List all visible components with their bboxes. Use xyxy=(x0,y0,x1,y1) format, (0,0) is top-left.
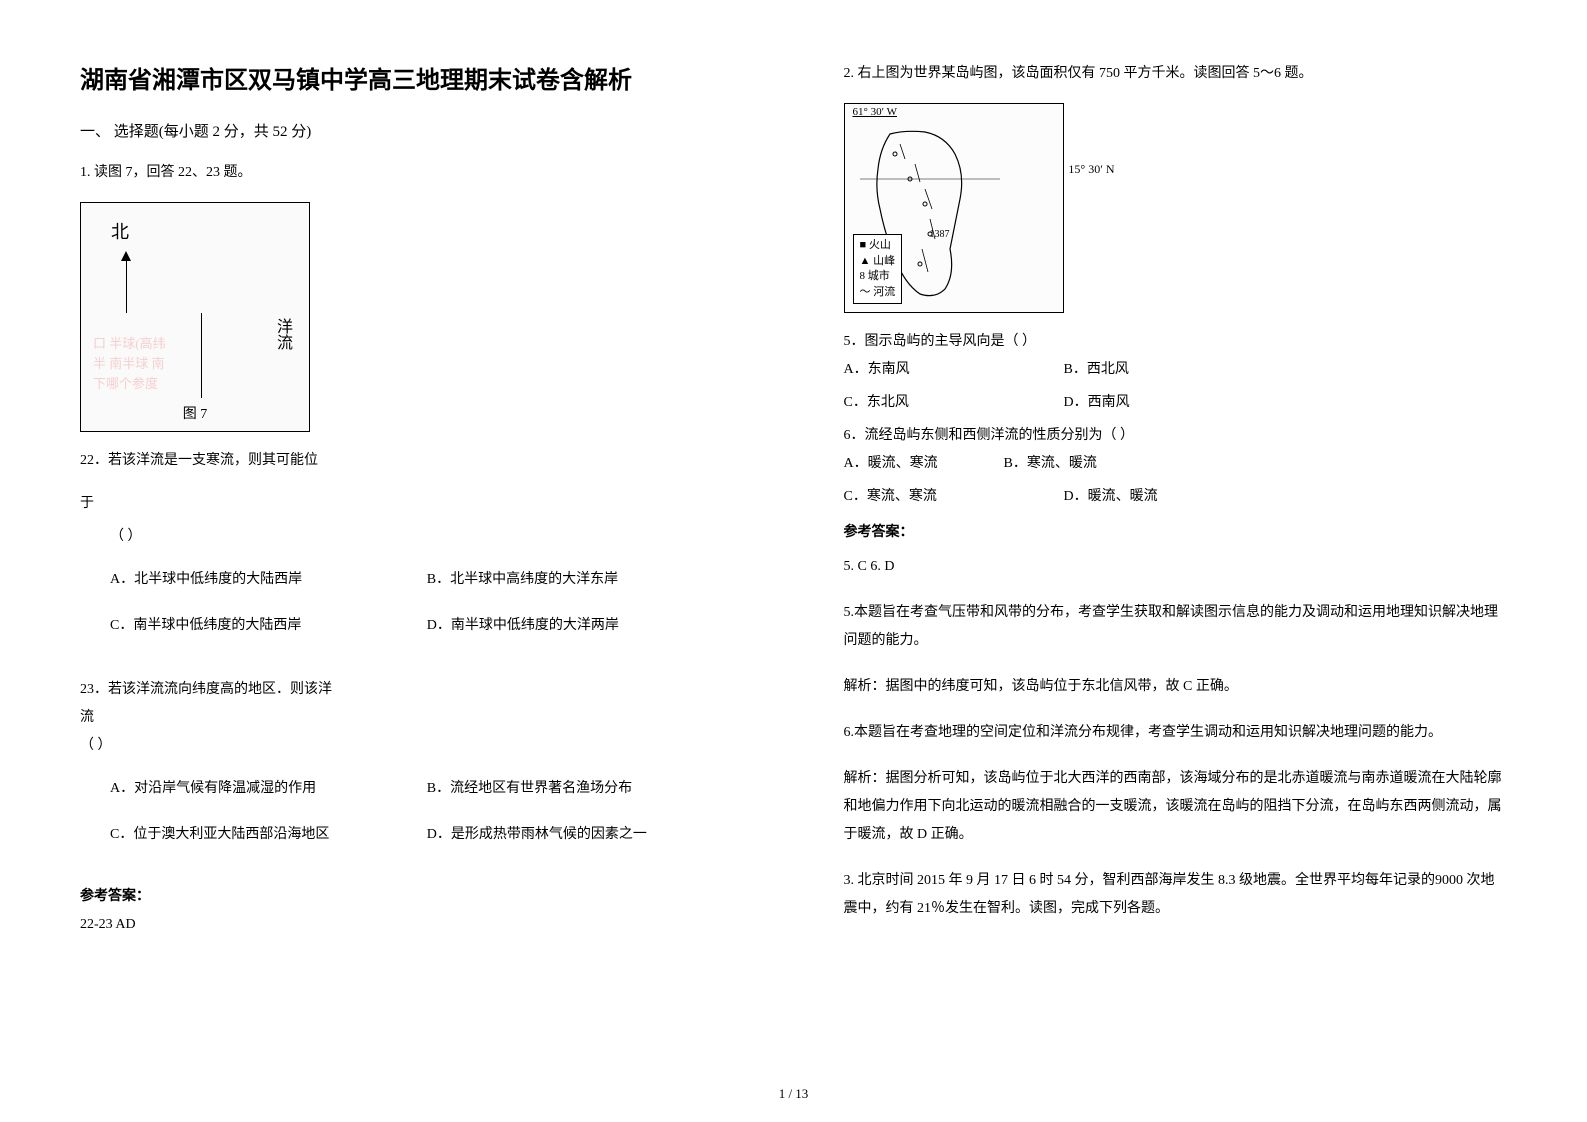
q23-paren: （ ） xyxy=(80,732,744,760)
q22-paren: （ ） xyxy=(80,523,744,551)
map-coord-north: 15° 30′ N xyxy=(1068,162,1114,177)
explain6-detail: 解析：据图分析可知，该岛屿位于北大西洋的西南部，该海域分布的是北赤道暖流与南赤道… xyxy=(844,765,1508,849)
q5-opt-c: C．东北风 xyxy=(844,389,1064,417)
figure-north-label: 北 xyxy=(111,218,129,244)
map-legend: ■ 火山 ▲ 山峰 8 城市 ～ 河流 xyxy=(853,234,903,304)
figure-divider xyxy=(201,313,202,398)
q23-stem-2: 流 xyxy=(80,704,744,732)
north-arrow-line xyxy=(126,258,127,313)
q3-intro: 3. 北京时间 2015 年 9 月 17 日 6 时 54 分，智利西部海岸发… xyxy=(844,867,1508,923)
q6-opt-a: A．暖流、寒流 xyxy=(844,450,1004,478)
answer-2223: 22-23 AD xyxy=(80,917,744,933)
legend-volcano: ■ 火山 xyxy=(860,238,896,253)
q22-opt-b: B．北半球中高纬度的大洋东岸 xyxy=(427,566,744,594)
q23-opt-a: A．对沿岸气候有降温减湿的作用 xyxy=(80,775,427,803)
ghost-text-1: 口 半球(高纬 xyxy=(93,333,166,352)
q5-opt-b: B．西北风 xyxy=(1064,356,1129,384)
document-title: 湖南省湘潭市区双马镇中学高三地理期末试卷含解析 xyxy=(80,60,744,95)
explain5-intro: 5.本题旨在考查气压带和风带的分布，考查学生获取和解读图示信息的能力及调动和运用… xyxy=(844,599,1508,655)
answer-56: 5. C 6. D xyxy=(844,553,1508,581)
q6-stem: 6．流经岛屿东侧和西侧洋流的性质分别为（ ） xyxy=(844,422,1508,450)
ocean-current-label: 洋流 xyxy=(270,318,294,350)
ghost-text-3: 下哪个参度 xyxy=(93,373,158,392)
q5-opt-d: D．西南风 xyxy=(1064,389,1130,417)
q23-opt-b: B．流经地区有世界著名渔场分布 xyxy=(427,775,744,803)
figure-7: 北 洋流 口 半球(高纬 半 南半球 南 下哪个参度 图 7 xyxy=(80,202,310,432)
page-number: 1 / 13 xyxy=(779,1086,809,1102)
section-header: 一、 选择题(每小题 2 分，共 52 分) xyxy=(80,120,744,141)
figure-7-label: 图 7 xyxy=(183,403,208,423)
q23-opt-d: D．是形成热带雨林气候的因素之一 xyxy=(427,821,744,849)
q22-stem-2: 于 xyxy=(80,490,744,518)
q22-opt-d: D．南半球中低纬度的大洋两岸 xyxy=(427,612,744,640)
q5-opt-a: A．东南风 xyxy=(844,356,1064,384)
answer-label-1: 参考答案： xyxy=(80,885,744,905)
map-coord-west: 61° 30′ W xyxy=(853,106,898,118)
answer-label-2: 参考答案： xyxy=(844,521,1508,541)
q2-intro: 2. 右上图为世界某岛屿图，该岛面积仅有 750 平方千米。读图回答 5～6 题… xyxy=(844,60,1508,88)
legend-city: 8 城市 xyxy=(860,269,896,284)
q1-intro: 1. 读图 7，回答 22、23 题。 xyxy=(80,159,744,187)
island-map: 61° 30′ W 15° 30′ N 1387 ■ 火山 ▲ 山峰 8 城市 … xyxy=(844,103,1064,313)
q22-opt-a: A．北半球中低纬度的大陆西岸 xyxy=(80,566,427,594)
q6-opt-b: B．寒流、暖流 xyxy=(1004,450,1097,478)
ghost-text-2: 半 南半球 南 xyxy=(93,353,165,372)
map-peak-elevation: 1387 xyxy=(930,229,950,240)
q6-opt-d: D．暖流、暖流 xyxy=(1064,483,1158,511)
q23-stem-1: 23．若该洋流流向纬度高的地区．则该洋 xyxy=(80,676,744,704)
q23-opt-c: C．位于澳大利亚大陆西部沿海地区 xyxy=(80,821,427,849)
explain6-intro: 6.本题旨在考查地理的空间定位和洋流分布规律，考查学生调动和运用知识解决地理问题… xyxy=(844,719,1508,747)
legend-river: ～ 河流 xyxy=(860,285,896,300)
legend-peak: ▲ 山峰 xyxy=(860,254,896,269)
q6-opt-c: C．寒流、寒流 xyxy=(844,483,1064,511)
q5-stem: 5．图示岛屿的主导风向是（ ） xyxy=(844,328,1508,356)
q22-stem-1: 22．若该洋流是一支寒流，则其可能位 xyxy=(80,447,744,475)
q22-opt-c: C．南半球中低纬度的大陆西岸 xyxy=(80,612,427,640)
explain5-detail: 解析：据图中的纬度可知，该岛屿位于东北信风带，故 C 正确。 xyxy=(844,673,1508,701)
